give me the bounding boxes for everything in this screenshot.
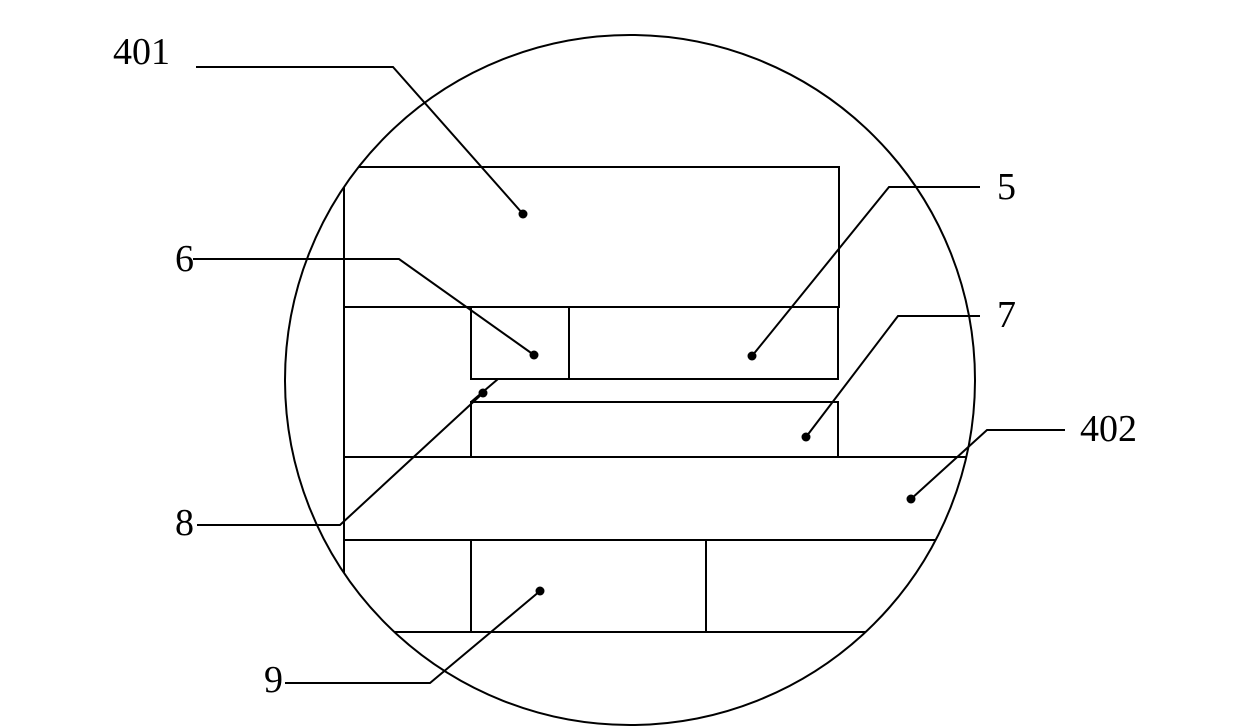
label-402: 402 — [1080, 407, 1137, 451]
label-401: 401 — [113, 30, 170, 74]
diagram-svg — [0, 0, 1240, 727]
label-9: 9 — [264, 658, 283, 702]
label-8: 8 — [175, 501, 194, 545]
label-5: 5 — [997, 165, 1016, 209]
label-6: 6 — [175, 237, 194, 281]
label-7: 7 — [997, 293, 1016, 337]
